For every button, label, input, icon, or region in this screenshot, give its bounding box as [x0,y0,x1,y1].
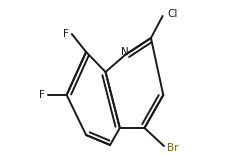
Text: N: N [121,47,129,57]
Text: F: F [39,90,45,100]
Text: Cl: Cl [168,9,178,19]
Text: F: F [63,29,69,39]
Text: Br: Br [167,143,178,153]
